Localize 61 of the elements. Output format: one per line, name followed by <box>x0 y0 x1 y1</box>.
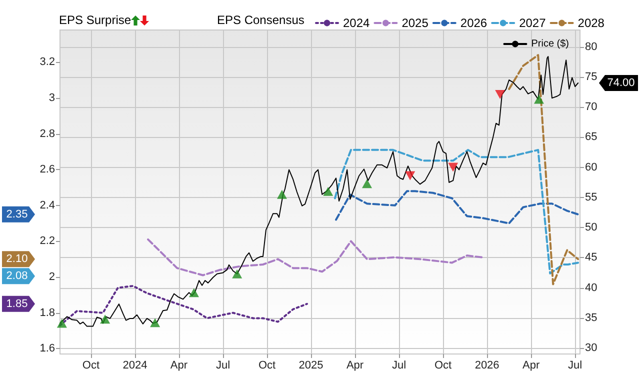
point <box>100 314 110 324</box>
y2-tick-label: 45 <box>585 252 598 264</box>
x-tick-label: Apr <box>522 360 540 372</box>
y2-tick-label: 80 <box>585 40 598 53</box>
y-tick-label: 1.6 <box>40 342 55 355</box>
y2-tick-label: 55 <box>585 191 598 204</box>
point <box>276 190 287 199</box>
x-tick-label: Jul <box>392 360 406 372</box>
point <box>188 288 199 298</box>
line-series <box>508 54 580 286</box>
point <box>495 90 506 99</box>
y2-tick-label: 60 <box>585 161 598 174</box>
x-tick-label: 2025 <box>298 360 324 372</box>
x-tick-label: Apr <box>346 360 364 372</box>
point <box>534 94 544 104</box>
legend-title: EPS Consensus <box>217 13 304 27</box>
y-tick-label: 2.4 <box>40 199 55 212</box>
y2-tick-label: 30 <box>585 342 598 354</box>
x-tick-label: 2024 <box>122 360 148 372</box>
y-tick-label: 3 <box>48 92 55 104</box>
point <box>150 318 160 328</box>
y2-tick-label: 50 <box>585 222 598 234</box>
legend-label: 2024 <box>343 16 370 30</box>
legend-label: 2027 <box>519 16 546 30</box>
text: EPS Surprise <box>59 13 132 27</box>
point <box>448 162 458 172</box>
legend-label: 2025 <box>402 16 429 30</box>
x-tick-label: Jul <box>568 360 582 372</box>
y-tick-label: 2.6 <box>40 164 55 176</box>
text: 2.35 <box>6 208 28 220</box>
legend-label: 2026 <box>460 16 488 30</box>
y2-tick-label: 75 <box>585 70 598 83</box>
x-tick-label: Oct <box>434 360 452 372</box>
text: 1.85 <box>6 298 28 310</box>
x-tick-label: Apr <box>170 360 188 372</box>
y-tick-label: 2 <box>48 271 55 284</box>
y2-tick-label: 70 <box>585 101 598 114</box>
legend-label: 2028 <box>578 16 605 30</box>
point <box>362 179 372 188</box>
text: 2.08 <box>6 270 28 282</box>
y-tick-label: 3.2 <box>40 56 55 68</box>
point <box>405 171 416 180</box>
x-tick-label: 2026 <box>474 360 500 372</box>
text: 2.10 <box>6 253 28 266</box>
line-series <box>334 148 580 274</box>
x-tick-label: Oct <box>82 360 100 372</box>
point <box>323 186 334 196</box>
x-tick-label: Oct <box>258 360 276 372</box>
text: 74.00 <box>607 76 635 89</box>
legend-label: Price ($) <box>531 38 570 50</box>
line-series <box>335 190 580 224</box>
y2-tick-label: 35 <box>585 312 598 324</box>
x-tick-label: Jul <box>216 360 230 372</box>
y2-tick-label: 40 <box>585 282 598 294</box>
point <box>232 269 242 278</box>
y-tick-label: 2.2 <box>40 235 55 248</box>
point <box>56 318 67 328</box>
y-tick-label: 2.8 <box>40 128 55 140</box>
y2-tick-label: 65 <box>585 131 598 144</box>
y-tick-label: 1.8 <box>40 306 55 319</box>
line-series <box>147 238 484 276</box>
